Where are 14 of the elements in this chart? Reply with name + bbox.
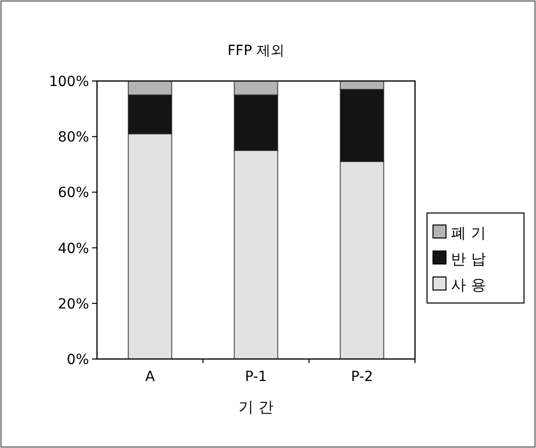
y-tick-label: 20% — [58, 296, 89, 312]
y-tick-label: 80% — [58, 130, 89, 146]
y-tick-label: 40% — [58, 240, 89, 257]
y-tick-label: 0% — [66, 352, 89, 368]
legend-label: 폐 기 — [451, 224, 486, 242]
x-axis-title: 기 간 — [238, 398, 274, 416]
legend-label: 사 용 — [451, 276, 486, 294]
legend-label: 반 납 — [451, 250, 486, 268]
y-tick-label: 100% — [48, 74, 89, 90]
x-tick-label: A — [145, 369, 156, 385]
chart-title: FFP 제외 — [228, 43, 284, 59]
x-tick-label: P-2 — [350, 369, 374, 385]
y-tick-label: 60% — [58, 185, 89, 202]
x-tick-label: P-1 — [244, 369, 268, 385]
